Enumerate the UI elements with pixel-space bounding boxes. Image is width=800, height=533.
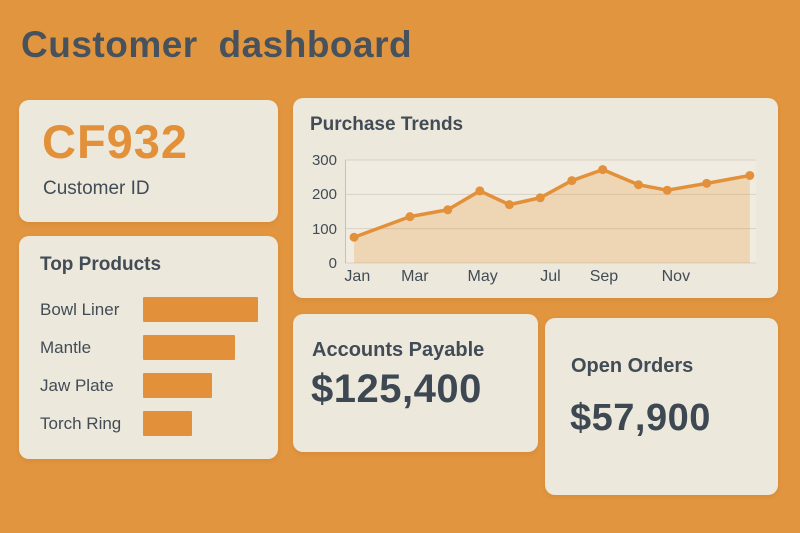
customer-id-card: CF932 Customer ID (19, 100, 278, 222)
product-row: Jaw Plate (40, 373, 260, 398)
product-label: Bowl Liner (40, 299, 120, 319)
product-bar (143, 335, 235, 360)
accounts-payable-value: $125,400 (311, 367, 482, 411)
trend-plot-area (345, 159, 756, 264)
product-label: Torch Ring (40, 413, 122, 433)
open-orders-label: Open Orders (571, 355, 694, 377)
accounts-payable-card: Accounts Payable $125,400 (293, 314, 538, 452)
x-tick-label: Jan (344, 268, 371, 285)
y-tick-label: 100 (311, 220, 337, 238)
open-orders-value: $57,900 (570, 397, 711, 439)
purchase-trends-card: Purchase Trends 0 100 200 300 Jan Mar May Jul S… (293, 98, 778, 298)
x-tick-label: Sep (589, 268, 619, 285)
product-row: Mantle (40, 335, 260, 360)
product-row: Torch Ring (40, 411, 260, 436)
y-tick-label: 200 (311, 186, 337, 204)
product-label: Mantle (40, 337, 92, 357)
x-tick-label: May (467, 268, 498, 285)
customer-id-label: Customer ID (43, 178, 150, 199)
trend-x-axis: Jan Mar May Jul Sep Nov (344, 268, 756, 290)
product-bar (143, 297, 258, 322)
product-bar (143, 373, 212, 398)
x-tick-label: Nov (661, 268, 691, 285)
x-tick-label: Mar (401, 268, 429, 285)
top-products-title: Top Products (40, 254, 162, 275)
product-bar (143, 411, 193, 436)
page-title: Customer dashboard (21, 24, 413, 65)
x-tick-label: Jul (540, 268, 561, 285)
trend-line-chart (345, 159, 756, 264)
trend-y-axis: 0 100 200 300 (293, 152, 337, 272)
purchase-trends-title: Purchase Trends (310, 114, 464, 135)
open-orders-card: Open Orders $57,900 (545, 318, 778, 495)
customer-id-value: CF932 (42, 115, 189, 168)
product-label: Jaw Plate (40, 375, 114, 395)
y-tick-label: 0 (328, 255, 337, 272)
accounts-payable-label: Accounts Payable (312, 339, 485, 361)
y-tick-label: 300 (311, 152, 337, 169)
top-products-card: Top Products Bowl Liner Mantle Jaw Plate… (19, 236, 278, 459)
product-row: Bowl Liner (40, 297, 260, 322)
